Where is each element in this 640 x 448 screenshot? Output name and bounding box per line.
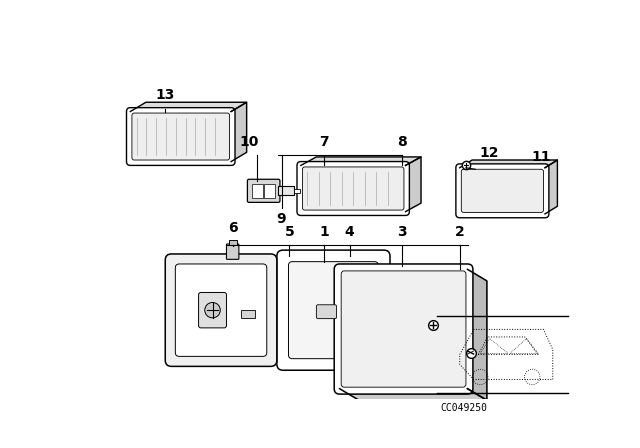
FancyBboxPatch shape	[175, 264, 267, 356]
Text: 9: 9	[276, 211, 286, 226]
FancyBboxPatch shape	[316, 305, 337, 319]
Text: CC049250: CC049250	[440, 403, 488, 414]
Text: 5: 5	[284, 224, 294, 238]
Text: 10: 10	[239, 135, 259, 149]
Text: 1: 1	[319, 224, 329, 238]
Text: 6: 6	[228, 221, 237, 235]
Text: 11: 11	[531, 150, 551, 164]
Bar	[294, 189, 300, 193]
FancyBboxPatch shape	[248, 179, 280, 202]
Polygon shape	[340, 389, 487, 400]
Bar	[241, 310, 255, 318]
Text: 4: 4	[345, 224, 355, 238]
FancyBboxPatch shape	[289, 262, 378, 359]
Text: 13: 13	[156, 87, 175, 102]
Text: 7: 7	[319, 135, 329, 149]
Bar	[252, 184, 263, 198]
Polygon shape	[460, 160, 557, 168]
Circle shape	[205, 302, 220, 318]
FancyBboxPatch shape	[198, 293, 227, 328]
Text: 8: 8	[397, 135, 406, 149]
FancyBboxPatch shape	[132, 113, 230, 160]
FancyBboxPatch shape	[334, 264, 473, 394]
Bar	[278, 186, 294, 195]
Text: 2: 2	[455, 224, 465, 238]
FancyBboxPatch shape	[456, 164, 549, 218]
Polygon shape	[301, 157, 421, 165]
Bar	[264, 184, 275, 198]
FancyBboxPatch shape	[277, 250, 390, 370]
Polygon shape	[545, 160, 557, 214]
Bar	[229, 240, 237, 245]
FancyBboxPatch shape	[341, 271, 466, 387]
FancyBboxPatch shape	[165, 254, 277, 366]
FancyBboxPatch shape	[303, 167, 404, 210]
Polygon shape	[131, 102, 246, 112]
FancyBboxPatch shape	[461, 169, 543, 212]
FancyBboxPatch shape	[127, 108, 235, 165]
Polygon shape	[467, 269, 487, 400]
Polygon shape	[406, 157, 421, 211]
Text: 12: 12	[479, 146, 499, 160]
FancyBboxPatch shape	[297, 162, 410, 215]
Polygon shape	[231, 102, 246, 162]
FancyBboxPatch shape	[227, 244, 239, 259]
Text: 3: 3	[397, 224, 406, 238]
